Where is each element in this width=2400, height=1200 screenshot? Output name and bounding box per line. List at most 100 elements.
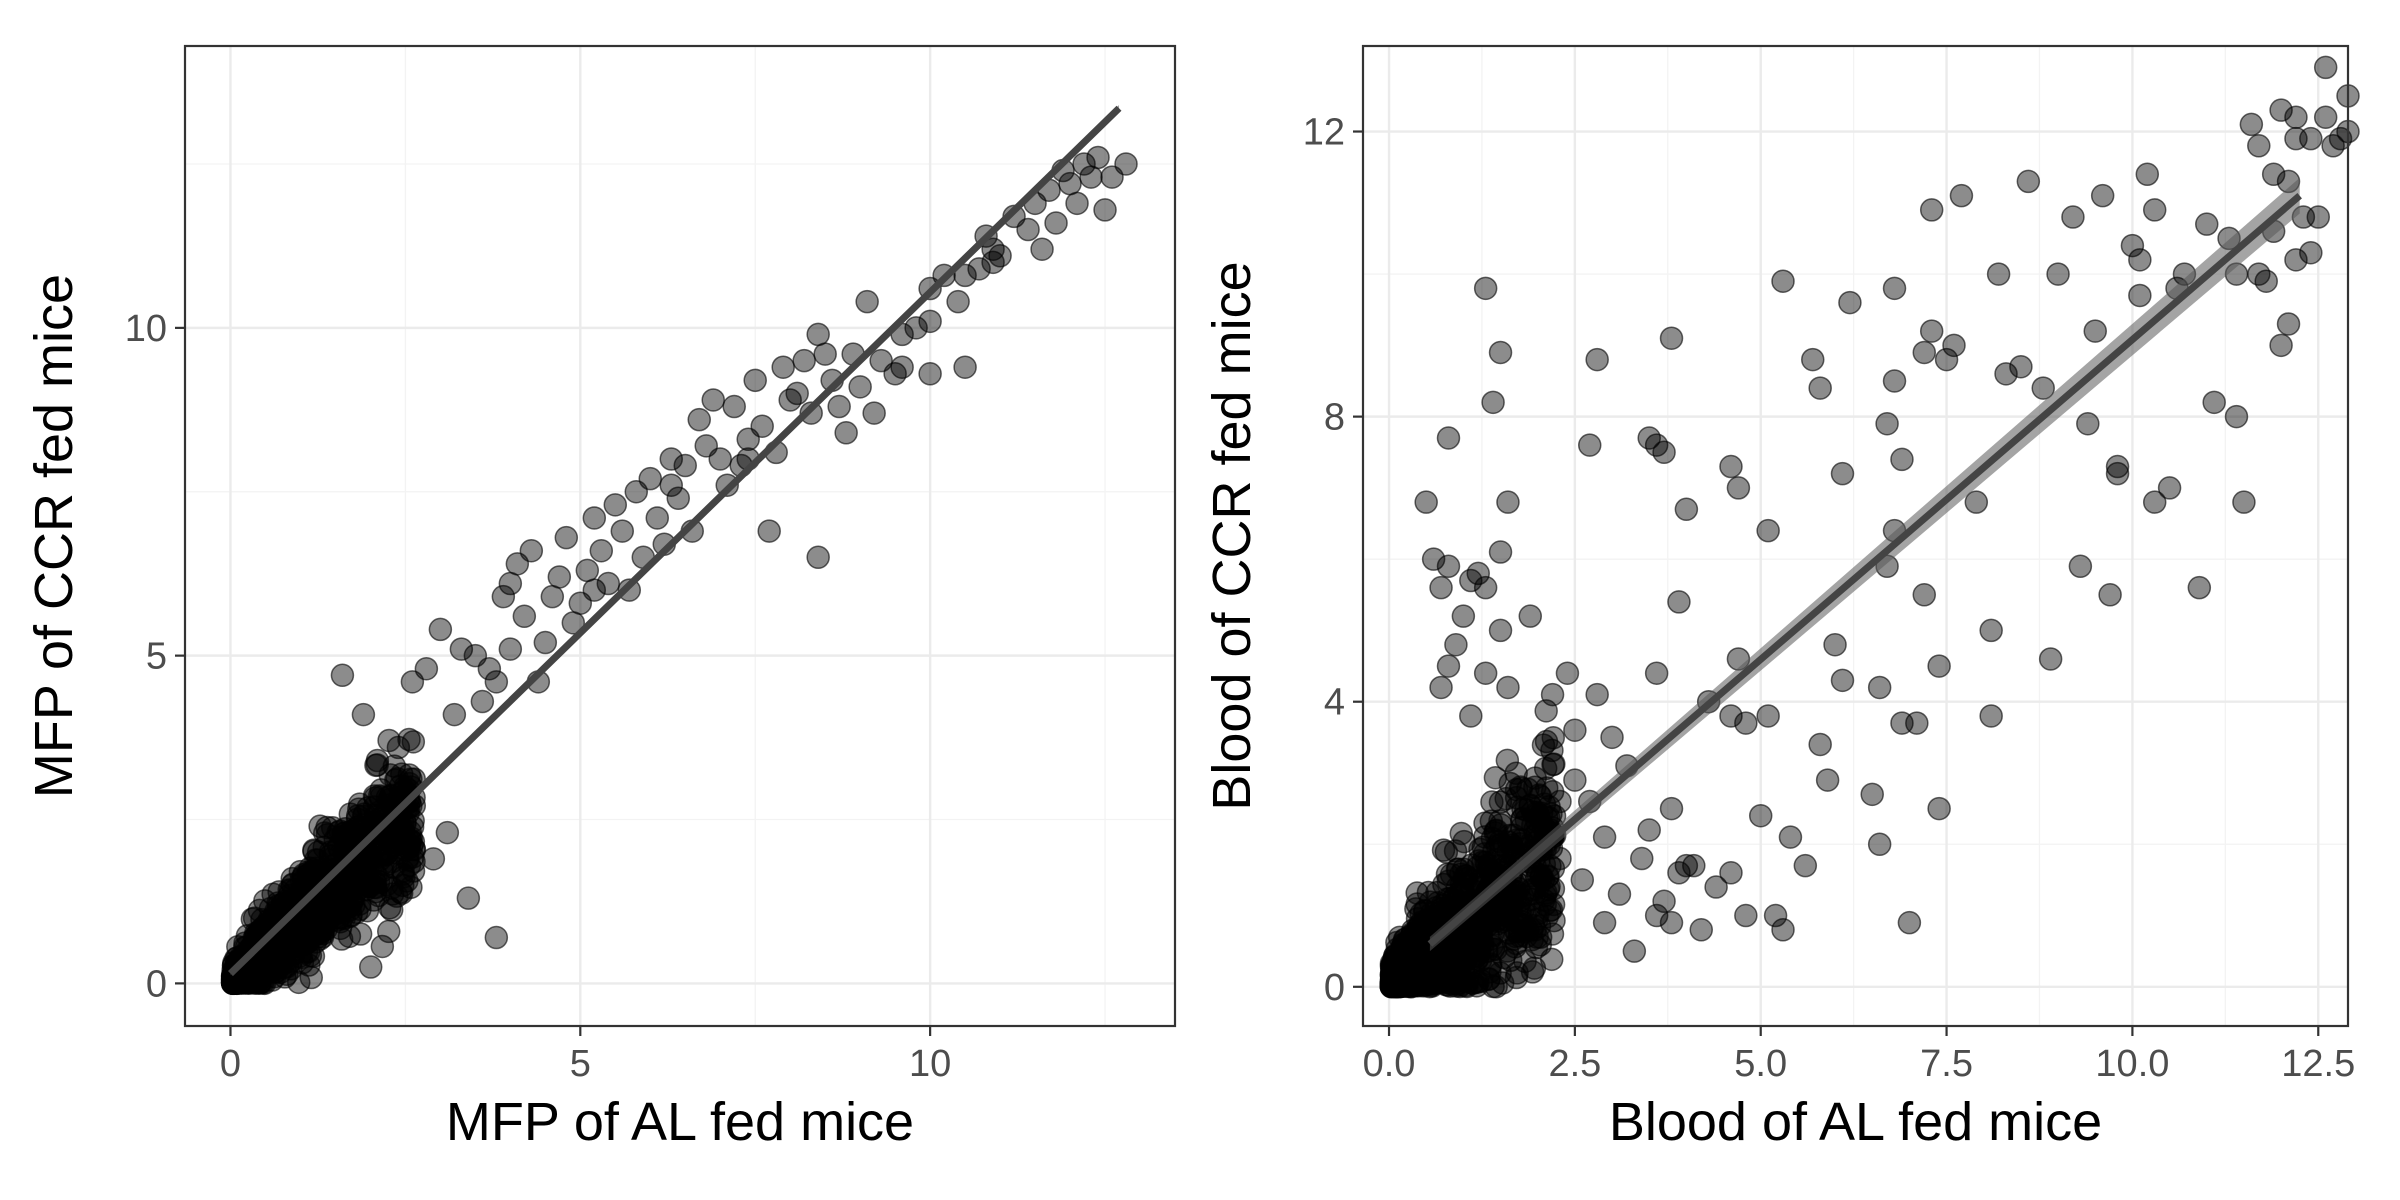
data-point bbox=[2247, 134, 2271, 158]
data-point bbox=[2098, 583, 2122, 607]
data-point bbox=[1823, 632, 1847, 657]
data-point bbox=[1912, 583, 1937, 607]
data-point bbox=[1875, 411, 1899, 436]
left-y-axis-title: MFP of CCR fed mice bbox=[24, 274, 84, 798]
data-point bbox=[1778, 825, 1803, 849]
data-point bbox=[1488, 340, 1513, 365]
data-point bbox=[456, 886, 481, 910]
data-point bbox=[484, 925, 509, 950]
data-point bbox=[1444, 632, 1468, 657]
data-point bbox=[1890, 447, 1914, 472]
data-point bbox=[498, 571, 523, 596]
data-point bbox=[1771, 269, 1795, 293]
data-point bbox=[1483, 821, 1507, 845]
data-point bbox=[1927, 654, 1951, 678]
right-panel-blood: 0.0 2.5 5.0 7.5 10.0 12.5 0 4 8 12 Blood of AL fe… bbox=[1202, 44, 2360, 1152]
data-point bbox=[1508, 775, 1533, 799]
x-tick-label: 5 bbox=[570, 1043, 591, 1085]
data-point bbox=[2128, 248, 2152, 272]
data-point bbox=[1600, 725, 1624, 750]
data-point bbox=[470, 689, 495, 714]
data-point bbox=[1585, 347, 1609, 372]
data-point bbox=[1528, 933, 1553, 957]
data-point bbox=[2157, 476, 2182, 500]
data-point bbox=[498, 637, 523, 661]
data-point bbox=[2299, 126, 2323, 151]
data-point bbox=[414, 656, 439, 681]
data-point bbox=[399, 875, 423, 900]
data-point bbox=[2083, 319, 2107, 343]
data-point bbox=[1867, 832, 1892, 857]
data-point bbox=[2202, 390, 2226, 415]
data-point bbox=[1563, 718, 1587, 742]
data-point bbox=[2232, 490, 2256, 514]
data-point bbox=[1548, 846, 1572, 871]
data-point bbox=[2142, 198, 2167, 222]
data-point bbox=[981, 250, 1005, 275]
data-point bbox=[477, 656, 502, 681]
data-point bbox=[1652, 440, 1676, 465]
data-point bbox=[834, 421, 858, 445]
data-point bbox=[1667, 861, 1691, 885]
data-point bbox=[855, 289, 879, 314]
data-point bbox=[1548, 789, 1572, 814]
data-point bbox=[2321, 134, 2345, 158]
data-point bbox=[2038, 647, 2063, 671]
left-panel-points bbox=[220, 145, 1138, 996]
data-point bbox=[813, 342, 837, 366]
x-tick-label: 2.5 bbox=[1548, 1043, 1601, 1085]
data-point bbox=[1592, 910, 1617, 935]
data-point bbox=[1882, 369, 1907, 393]
data-point bbox=[1114, 152, 1138, 176]
data-point bbox=[1882, 276, 1907, 301]
data-point bbox=[1830, 668, 1855, 693]
data-point bbox=[1734, 711, 1758, 735]
data-point bbox=[2313, 105, 2338, 130]
x-tick-label: 7.5 bbox=[1920, 1043, 1973, 1085]
data-point bbox=[1436, 554, 1461, 579]
data-point bbox=[1808, 376, 1832, 400]
data-point bbox=[2313, 55, 2338, 80]
data-point bbox=[363, 786, 387, 810]
data-point bbox=[1540, 682, 1565, 707]
data-point bbox=[1771, 918, 1795, 942]
data-point bbox=[1585, 682, 1609, 707]
data-point bbox=[1429, 675, 1453, 700]
data-point bbox=[2224, 404, 2249, 429]
data-point bbox=[2254, 269, 2278, 293]
data-point bbox=[1488, 618, 1513, 643]
right-y-axis-title: Blood of CCR fed mice bbox=[1202, 261, 1262, 810]
data-point bbox=[708, 447, 732, 471]
data-point bbox=[1473, 911, 1498, 936]
data-point bbox=[1607, 882, 1632, 906]
data-point bbox=[370, 934, 395, 959]
data-point bbox=[946, 289, 970, 314]
data-point bbox=[365, 748, 390, 773]
data-point bbox=[2284, 248, 2308, 272]
data-point bbox=[1436, 426, 1461, 450]
data-point bbox=[1016, 217, 1040, 242]
data-point bbox=[1414, 490, 1438, 514]
data-point bbox=[512, 604, 537, 629]
data-point bbox=[2128, 283, 2152, 308]
data-point bbox=[2016, 169, 2041, 194]
data-point bbox=[270, 931, 294, 956]
data-point bbox=[2105, 461, 2130, 486]
data-point bbox=[806, 545, 830, 570]
data-point bbox=[848, 375, 872, 399]
data-point bbox=[1830, 461, 1855, 486]
data-point bbox=[862, 401, 886, 425]
data-point bbox=[589, 538, 614, 563]
data-point bbox=[1659, 326, 1684, 350]
data-point bbox=[1867, 675, 1892, 700]
data-point bbox=[330, 663, 355, 688]
data-point bbox=[1473, 276, 1498, 301]
data-point bbox=[1919, 198, 1944, 222]
data-point bbox=[1520, 960, 1545, 984]
data-point bbox=[1452, 829, 1476, 854]
left-panel-grid bbox=[185, 46, 1175, 1026]
data-point bbox=[1919, 319, 1944, 343]
data-point bbox=[785, 381, 809, 406]
data-point bbox=[1949, 183, 1974, 208]
